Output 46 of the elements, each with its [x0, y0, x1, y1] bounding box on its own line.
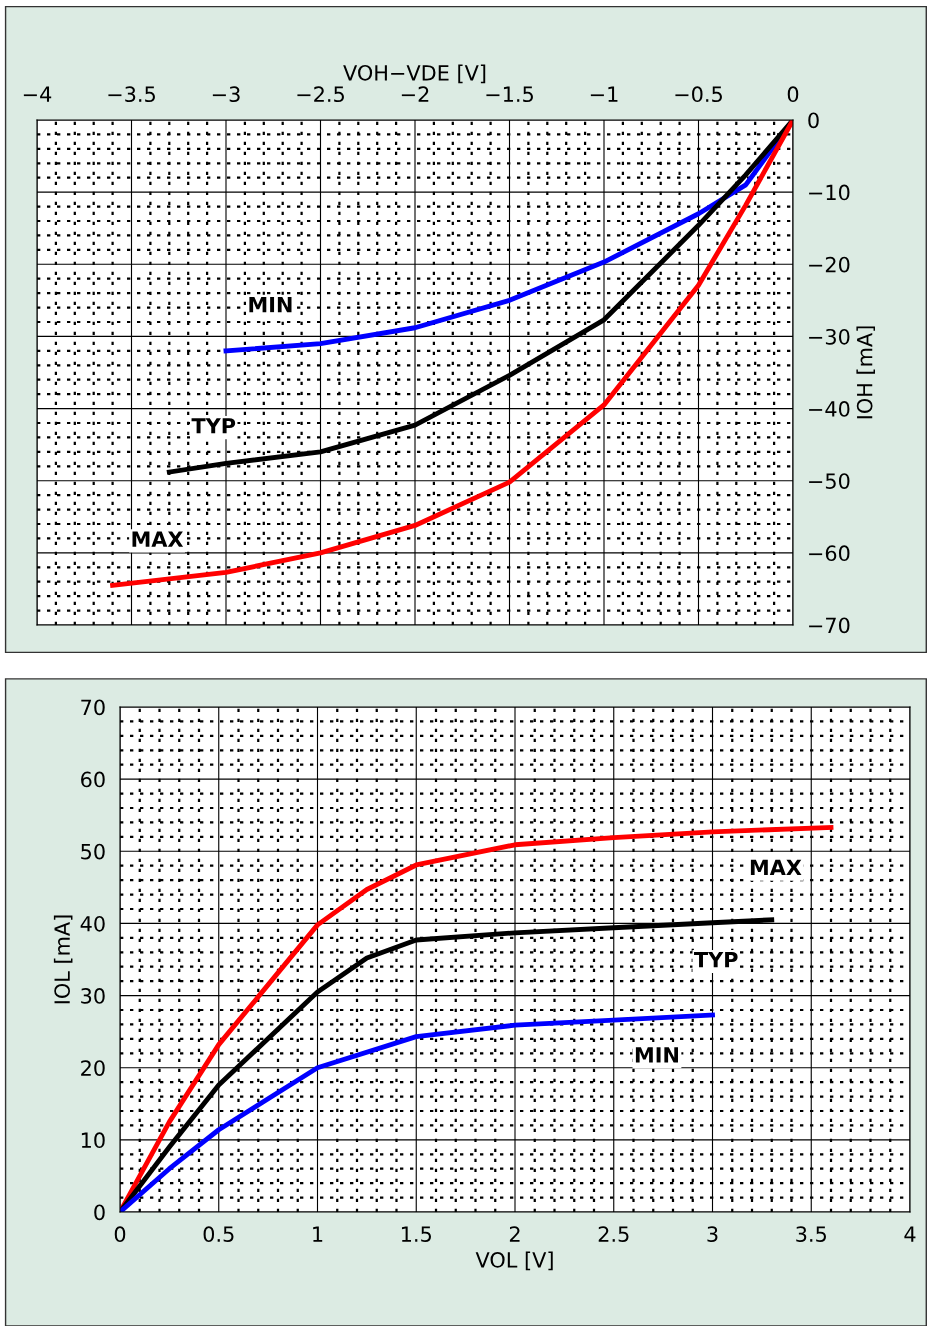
series-label: TYP: [694, 952, 738, 968]
x-axis-title: VOL [V]: [475, 1251, 553, 1271]
x-tick-label: −3: [212, 86, 240, 103]
y-tick-label: −70: [809, 617, 850, 634]
series-label: MAX: [132, 531, 184, 547]
x-tick-label: 0: [114, 1226, 126, 1243]
x-tick-label: 3.5: [796, 1226, 826, 1243]
y-tick-label: −40: [809, 401, 850, 417]
y-tick-label: 10: [81, 1132, 105, 1149]
x-tick-label: −4: [23, 86, 52, 102]
y-tick-label: −50: [809, 473, 850, 489]
x-tick-label: 0: [787, 86, 799, 103]
x-tick-label: 1.5: [401, 1226, 431, 1243]
y-tick-label: 40: [80, 915, 105, 932]
y-tick-label: −20: [809, 256, 850, 273]
y-tick-label: −30: [809, 328, 850, 345]
x-tick-label: −3.5: [108, 86, 155, 103]
y-tick-label: 70: [81, 699, 105, 716]
x-tick-label: −2: [401, 86, 429, 102]
x-tick-label: 2.5: [598, 1226, 629, 1243]
y-tick-label: −60: [809, 545, 850, 562]
x-tick-label: 1: [313, 1226, 323, 1242]
x-tick-label: −1.5: [486, 86, 533, 103]
y-tick-label: −10: [809, 184, 850, 201]
y-tick-label: 60: [81, 771, 105, 788]
x-tick-label: −2.5: [297, 86, 344, 103]
series-label: TYP: [191, 418, 236, 434]
y-tick-label: 0: [94, 1204, 105, 1221]
x-tick-label: −0.5: [675, 86, 722, 103]
y-axis-title: IOL [mA]: [53, 915, 73, 1004]
x-tick-label: 4: [904, 1226, 916, 1242]
x-tick-label: 3: [707, 1226, 718, 1243]
x-tick-label: 2: [509, 1226, 520, 1242]
y-tick-label: 20: [81, 1060, 105, 1076]
y-tick-label: 0: [808, 112, 819, 129]
line-series: [110, 120, 793, 588]
x-tick-label: 0.5: [203, 1226, 234, 1243]
series-label: MIN: [635, 1047, 678, 1063]
series-label: MAX: [750, 859, 802, 875]
y-tick-label: 30: [81, 988, 105, 1004]
x-axis-title: VOH−VDE [V]: [343, 64, 486, 84]
x-tick-label: −1: [590, 86, 618, 102]
line-series: [120, 1012, 715, 1212]
y-axis-title: IOH [mA]: [856, 326, 875, 419]
series-label: MIN: [249, 296, 292, 313]
y-tick-label: 50: [81, 843, 105, 860]
